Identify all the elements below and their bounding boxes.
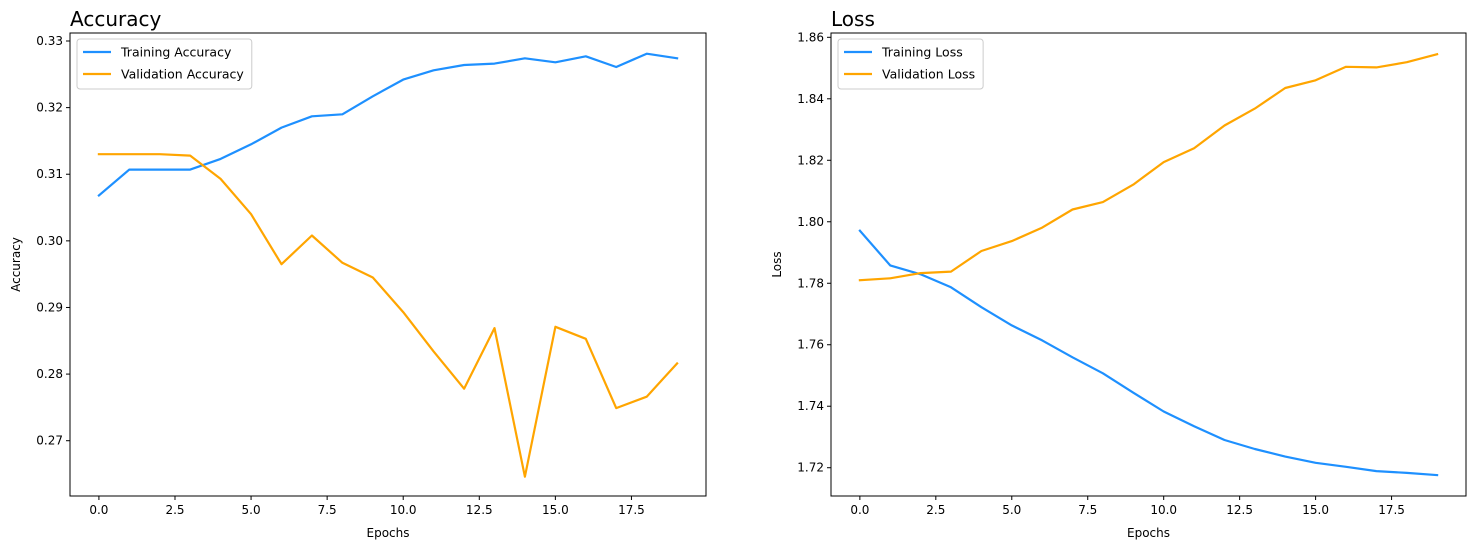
accuracy-legend: Training Accuracy Validation Accuracy — [76, 38, 253, 90]
loss-y-tick-label: 1.76 — [797, 338, 824, 352]
accuracy-legend-label-1: Validation Accuracy — [121, 67, 244, 82]
loss-y-tick-label: 1.72 — [797, 461, 824, 475]
accuracy-y-tick-label: 0.33 — [36, 34, 63, 48]
accuracy-y-tick-label: 0.31 — [36, 167, 63, 181]
loss-x-tick-label: 0.0 — [850, 503, 869, 517]
accuracy-axes-frame — [69, 32, 707, 497]
accuracy-chart: 0.0 2.5 5.0 7.5 10.0 12.5 15.0 17.5 0.27 0.28 0.29… — [9, 7, 707, 540]
accuracy-x-tick-label: 5.0 — [242, 503, 261, 517]
loss-legend-label-0: Training Loss — [881, 45, 963, 60]
loss-x-tick-label: 7.5 — [1078, 503, 1097, 517]
loss-y-tick-label: 1.80 — [797, 215, 824, 229]
accuracy-x-tick-label: 12.5 — [466, 503, 493, 517]
accuracy-legend-box — [76, 38, 253, 90]
loss-x-tick-label: 15.0 — [1302, 503, 1329, 517]
accuracy-series-line-1 — [97, 153, 679, 478]
loss-chart: 0.0 2.5 5.0 7.5 10.0 12.5 15.0 17.5 1.72 1.74 1.76… — [770, 7, 1467, 540]
accuracy-x-tick-label: 2.5 — [165, 503, 184, 517]
loss-legend-label-1: Validation Loss — [882, 67, 975, 82]
loss-x-tick-label: 2.5 — [926, 503, 945, 517]
loss-x-tick-label: 17.5 — [1378, 503, 1405, 517]
accuracy-y-tick-label: 0.28 — [36, 367, 63, 381]
accuracy-x-tick-label: 0.0 — [89, 503, 108, 517]
loss-series-line-1 — [858, 52, 1439, 282]
accuracy-x-tick-label: 15.0 — [542, 503, 569, 517]
loss-x-tick-label: 10.0 — [1150, 503, 1177, 517]
loss-x-tick-label: 12.5 — [1226, 503, 1253, 517]
accuracy-x-tick-label: 7.5 — [318, 503, 337, 517]
loss-axes-frame — [830, 32, 1467, 497]
loss-legend: Training Loss Validation Loss — [837, 38, 984, 90]
loss-y-tick-label: 1.78 — [797, 276, 824, 290]
loss-series-line-0 — [858, 229, 1439, 477]
accuracy-chart-title: Accuracy — [70, 7, 161, 31]
accuracy-y-axis-label: Accuracy — [9, 237, 23, 292]
loss-y-tick-label: 1.86 — [797, 30, 824, 44]
accuracy-y-tick-label: 0.29 — [36, 300, 63, 314]
accuracy-y-tick-label: 0.30 — [36, 234, 63, 248]
accuracy-x-axis-label: Epochs — [367, 526, 410, 540]
accuracy-y-tick-label: 0.32 — [36, 101, 63, 115]
loss-y-tick-label: 1.84 — [797, 92, 824, 106]
loss-chart-title: Loss — [831, 7, 875, 31]
loss-y-axis-label: Loss — [770, 251, 784, 277]
loss-x-axis-label: Epochs — [1127, 526, 1170, 540]
accuracy-x-tick-label: 10.0 — [390, 503, 417, 517]
accuracy-y-tick-label: 0.27 — [36, 434, 63, 448]
accuracy-legend-label-0: Training Accuracy — [120, 45, 232, 60]
loss-x-tick-label: 5.0 — [1002, 503, 1021, 517]
accuracy-x-tick-label: 17.5 — [618, 503, 645, 517]
accuracy-series-line-0 — [97, 52, 679, 198]
loss-legend-box — [837, 38, 984, 90]
loss-y-tick-label: 1.74 — [797, 399, 824, 413]
loss-y-tick-label: 1.82 — [797, 153, 824, 167]
